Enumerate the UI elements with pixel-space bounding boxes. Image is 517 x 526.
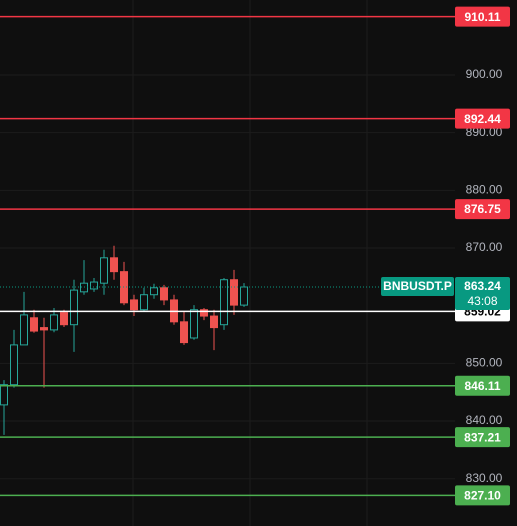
symbol-box [381, 276, 454, 296]
y-tick-label: 900.00 [466, 67, 503, 81]
last-price-box [455, 276, 510, 310]
candle-body [240, 286, 248, 306]
candle-body [210, 315, 218, 329]
candle-body [50, 314, 58, 331]
symbol-label: BNBUSDT.P [383, 279, 452, 293]
candle-body [230, 279, 238, 306]
level-label-box [455, 427, 510, 448]
candle-body [60, 312, 68, 326]
last-price-label: 863.24 [464, 279, 501, 293]
level-label-box [455, 199, 510, 220]
candle-body [80, 282, 88, 293]
level-label-box [455, 485, 510, 506]
y-tick-label: 840.00 [466, 413, 503, 427]
level-label: 827.10 [464, 489, 501, 503]
candle-body [20, 314, 28, 346]
candle-body [90, 281, 98, 290]
candle-body [150, 287, 158, 296]
candle-body [70, 289, 78, 326]
candle-body [0, 384, 8, 406]
candle-body [160, 287, 168, 301]
candle-body [30, 317, 38, 332]
candle-body [220, 279, 228, 326]
level-label: 846.11 [464, 379, 500, 393]
level-label-box [455, 375, 510, 396]
level-label-box [455, 108, 510, 129]
y-tick-label: 830.00 [466, 471, 503, 485]
candle-body [100, 257, 108, 284]
level-label: 892.44 [464, 112, 501, 126]
level-label: 837.21 [464, 430, 501, 444]
candle-body [130, 299, 138, 311]
countdown-label: 43:08 [467, 294, 497, 308]
candle-body [140, 294, 148, 311]
candle-body [180, 321, 188, 344]
candle-body [200, 309, 208, 317]
level-label: 910.11 [464, 10, 500, 24]
candle-body [40, 327, 48, 331]
candle-body [190, 309, 198, 339]
y-tick-label: 880.00 [466, 183, 503, 197]
y-tick-label: 850.00 [466, 356, 503, 370]
y-tick-label: 870.00 [466, 240, 503, 254]
level-label: 876.75 [464, 202, 501, 216]
level-label-box [455, 6, 510, 27]
candle-body [10, 344, 18, 386]
candle-body [110, 257, 118, 273]
